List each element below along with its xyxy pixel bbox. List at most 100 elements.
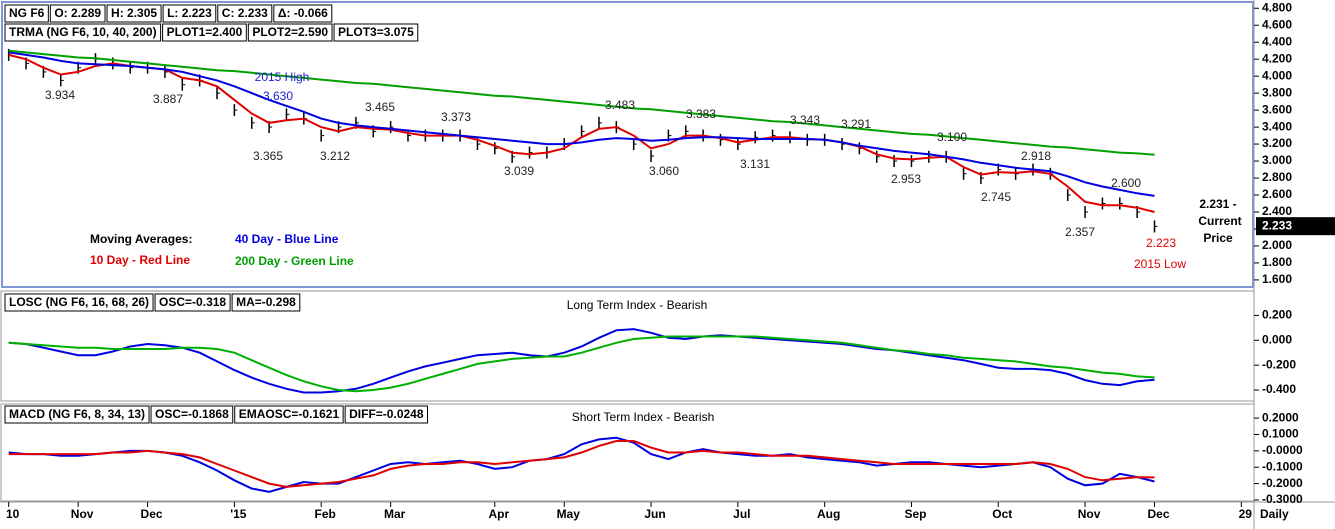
main-panel-frame (1, 1, 1254, 288)
x-tick-label: Nov (1078, 507, 1101, 521)
annotation: 3.039 (504, 164, 534, 178)
x-tick-label: Apr (488, 507, 509, 521)
y-tick-label: 4.000 (1262, 68, 1292, 82)
legend-entry: 200 Day - Green Line (235, 254, 354, 268)
info-box (4, 293, 154, 312)
y-tick-label: -0.400 (1262, 382, 1296, 396)
y-tick-label: 3.200 (1262, 136, 1292, 150)
annotation: 3.887 (153, 92, 183, 106)
annotation: 3.365 (253, 149, 283, 163)
series-line (8, 440, 1155, 488)
annotation: 2.953 (891, 172, 921, 186)
x-axis-label: Daily (1260, 507, 1289, 521)
y-tick-label: 2.400 (1262, 204, 1292, 218)
info-box (247, 23, 333, 42)
y-tick-label: -0.0000 (1262, 443, 1303, 457)
y-tick-label: 0.200 (1262, 308, 1292, 322)
y-tick-label: -0.200 (1262, 357, 1296, 371)
x-tick-label: Nov (71, 507, 94, 521)
info-box (154, 293, 231, 312)
x-tick-label: Aug (817, 507, 840, 521)
annotation: 3.212 (320, 149, 350, 163)
info-box (162, 23, 247, 42)
annotation: 2.918 (1021, 149, 1051, 163)
x-tick-label: Dec (1148, 507, 1170, 521)
annotation: 3.131 (740, 157, 770, 171)
info-box (162, 4, 217, 23)
annotation: 3.383 (686, 107, 716, 121)
annotation: 3.291 (841, 117, 871, 131)
y-tick-label: 2.000 (1262, 238, 1292, 252)
annotation: 2.231 - (1199, 197, 1236, 211)
series-line (8, 335, 1155, 393)
series-line (8, 328, 1155, 394)
x-tick-label: Dec (141, 507, 163, 521)
annotation: Current (1198, 214, 1241, 228)
info-text: EMAOSC=-0.1621 (239, 407, 340, 421)
y-tick-label: -0.3000 (1262, 492, 1303, 506)
annotation: 2.745 (981, 190, 1011, 204)
legend-entry: 40 Day - Blue Line (235, 232, 339, 246)
info-text: MA=-0.298 (236, 295, 296, 309)
y-tick-label: 3.800 (1262, 85, 1292, 99)
y-tick-label: 1.800 (1262, 255, 1292, 269)
annotation: 2.600 (1111, 176, 1141, 190)
x-tick-label: 10 (6, 507, 20, 521)
x-tick-label: '15 (230, 507, 247, 521)
current-price-label: 2.233 (1262, 218, 1292, 232)
y-tick-label: 4.600 (1262, 17, 1292, 31)
info-text: OSC=-0.318 (159, 295, 226, 309)
legend-entry: 10 Day - Red Line (90, 253, 190, 267)
series-line (8, 49, 1155, 156)
info-text: H: 2.305 (111, 6, 157, 20)
annotation: 3.483 (605, 98, 635, 112)
info-box (4, 23, 162, 42)
info-text: LOSC (NG F6, 16, 68, 26) (9, 295, 149, 309)
info-text: O: 2.289 (54, 6, 101, 20)
info-text: PLOT3=3.075 (338, 25, 414, 39)
info-text: L: 2.223 (167, 6, 212, 20)
info-box (106, 4, 162, 23)
y-tick-label: 4.800 (1262, 0, 1292, 14)
info-box (4, 405, 150, 424)
info-text: TRMA (NG F6, 10, 40, 200) (9, 25, 157, 39)
y-tick-label: 3.400 (1262, 119, 1292, 133)
annotation: 2015 Low (1134, 257, 1186, 271)
annotation: 2.223 (1146, 236, 1176, 250)
panel-title: Short Term Index - Bearish (572, 410, 715, 424)
info-text: MACD (NG F6, 8, 34, 13) (9, 407, 145, 421)
current-price-box (1256, 217, 1335, 236)
x-tick-label: Oct (992, 507, 1012, 521)
annotation: 2015 High (255, 70, 310, 84)
series-line (8, 436, 1155, 493)
info-text: DIFF=-0.0248 (349, 407, 424, 421)
y-tick-label: 2.800 (1262, 170, 1292, 184)
series-line (8, 51, 1155, 197)
info-text: PLOT1=2.400 (167, 25, 243, 39)
x-tick-label: May (557, 507, 581, 521)
info-text: NG F6 (9, 6, 45, 20)
annotation: 2.357 (1065, 225, 1095, 239)
x-tick-label: 29 (1239, 507, 1253, 521)
info-text: C: 2.233 (222, 6, 268, 20)
y-tick-label: 1.600 (1262, 272, 1292, 286)
annotation: 3.373 (441, 110, 471, 124)
info-box (273, 4, 333, 23)
series-line (8, 53, 1155, 213)
y-tick-label: -0.1000 (1262, 459, 1303, 473)
info-box (217, 4, 273, 23)
info-text: OSC=-0.1868 (155, 407, 229, 421)
info-box (234, 405, 344, 424)
y-tick-label: 3.600 (1262, 102, 1292, 116)
annotation: 3.465 (365, 100, 395, 114)
info-text: Δ: -0.066 (278, 6, 328, 20)
annotation: Price (1203, 231, 1233, 245)
annotation: 3.343 (790, 113, 820, 127)
info-box (333, 23, 419, 42)
info-box (344, 405, 429, 424)
info-text: PLOT2=2.590 (252, 25, 328, 39)
info-box (231, 293, 301, 312)
annotation: 3.630 (263, 89, 293, 103)
info-box (49, 4, 106, 23)
